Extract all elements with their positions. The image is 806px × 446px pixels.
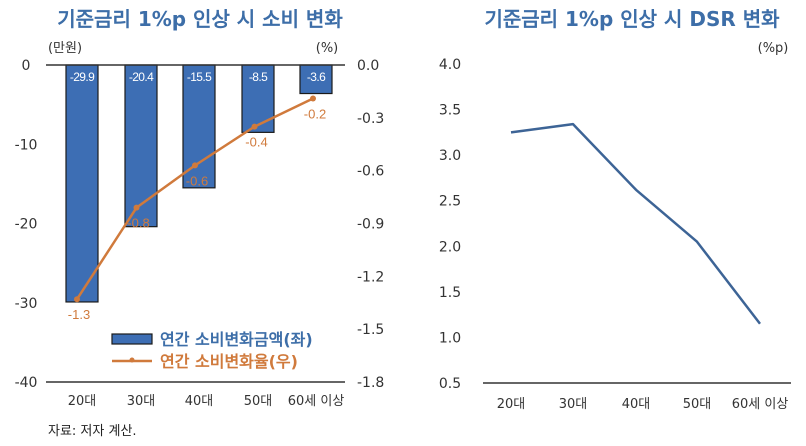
rate-point (251, 123, 258, 130)
right-tick-label: -1.5 (357, 322, 384, 338)
left-tick-label: -40 (15, 375, 38, 391)
legend-line-label: 연간 소비변화율(우) (160, 352, 298, 371)
rate-point (133, 204, 140, 211)
dsr-tick-label: 3.0 (439, 148, 461, 164)
category-label: 50대 (244, 394, 273, 409)
dsr-category-label: 20대 (497, 397, 526, 412)
left-tick-label: 0 (22, 58, 31, 74)
rate-point (74, 296, 80, 303)
legend-line-marker (129, 357, 135, 363)
category-label: 20대 (68, 394, 97, 409)
legend-bar-label: 연간 소비변화금액(좌) (160, 330, 313, 349)
category-label: 30대 (127, 394, 156, 409)
left-tick-label: -10 (15, 137, 38, 153)
dsr-tick-label: 1.5 (439, 285, 461, 301)
dsr-category-label: 50대 (683, 397, 712, 412)
rate-value-label: -1.3 (68, 307, 90, 322)
bar-value-label: -29.9 (70, 70, 95, 84)
source-note: 자료: 저자 계산. (48, 424, 137, 439)
dsr-tick-label: 2.5 (439, 194, 461, 210)
left-axis-unit: (만원) (48, 41, 82, 56)
line-series: -1.3 -0.8 -0.6 -0.4 -0.2 (68, 95, 326, 322)
rate-value-label: -0.2 (304, 106, 326, 121)
bar-value-label: -8.5 (249, 70, 268, 84)
bar (124, 64, 158, 228)
bar-series: -29.9 -20.4 -15.5 -8.5 -3.6 (65, 64, 333, 303)
dsr-tick-label: 4.0 (439, 57, 461, 73)
dsr-axis-unit: (%p) (758, 41, 789, 56)
dsr-chart: 기준금리 1%p 인상 시 DSR 변화 (%p) 4.0 3.5 3.0 2.5 2.… (439, 7, 791, 412)
right-tick-label: -1.2 (357, 269, 384, 285)
left-tick-label: -30 (15, 296, 38, 312)
bar (182, 64, 216, 189)
bar (299, 64, 333, 95)
consumption-chart: 기준금리 1%p 인상 시 소비 변화 (만원) (%) 0 -10 -20 -30 -… (15, 7, 385, 439)
left-axis-ticks: 0 -10 -20 -30 -40 (15, 58, 38, 391)
rate-value-label: -0.4 (245, 135, 267, 150)
bar-value-label: -15.5 (187, 70, 212, 84)
dsr-tick-label: 1.0 (439, 330, 461, 346)
right-tick-label: -1.8 (357, 375, 384, 391)
right-tick-label: -0.3 (357, 111, 384, 127)
rate-point (192, 162, 198, 169)
dsr-chart-title: 기준금리 1%p 인상 시 DSR 변화 (484, 7, 780, 31)
category-labels: 20대 30대 40대 50대 60세 이상 (68, 394, 345, 409)
bar-value-label: -20.4 (129, 70, 154, 84)
dsr-tick-label: 3.5 (439, 103, 461, 119)
legend: 연간 소비변화금액(좌) 연간 소비변화율(우) (111, 330, 313, 371)
right-tick-label: -0.9 (357, 217, 384, 233)
dsr-tick-label: 0.5 (439, 376, 461, 392)
dsr-y-axis-ticks: 4.0 3.5 3.0 2.5 2.0 1.5 1.0 0.5 (439, 57, 461, 392)
bar-value-label: -3.6 (307, 70, 326, 84)
dsr-line-series (510, 122, 761, 325)
legend-bar-swatch (111, 333, 153, 345)
dsr-category-label: 30대 (559, 397, 588, 412)
rate-point (310, 95, 316, 102)
dsr-category-labels: 20대 30대 40대 50대 60세 이상 (497, 397, 789, 412)
category-label: 60세 이상 (288, 394, 345, 409)
left-tick-label: -20 (15, 217, 38, 233)
dsr-category-label: 60세 이상 (732, 397, 789, 412)
category-label: 40대 (185, 394, 214, 409)
dsr-category-label: 40대 (622, 397, 651, 412)
right-axis-ticks: 0.0 -0.3 -0.6 -0.9 -1.2 -1.5 -1.8 (357, 58, 384, 391)
rate-value-label: -0.8 (127, 216, 149, 231)
dsr-tick-label: 2.0 (439, 239, 461, 255)
bar (65, 64, 99, 303)
right-tick-label: -0.6 (357, 164, 384, 180)
right-axis-unit: (%) (316, 41, 339, 56)
rate-value-label: -0.6 (186, 173, 208, 188)
consumption-chart-title: 기준금리 1%p 인상 시 소비 변화 (57, 7, 343, 31)
legend-item-bar: 연간 소비변화금액(좌) (111, 330, 313, 349)
dsr-line (510, 122, 761, 325)
right-tick-label: 0.0 (357, 58, 379, 74)
legend-item-line: 연간 소비변화율(우) (112, 352, 298, 371)
